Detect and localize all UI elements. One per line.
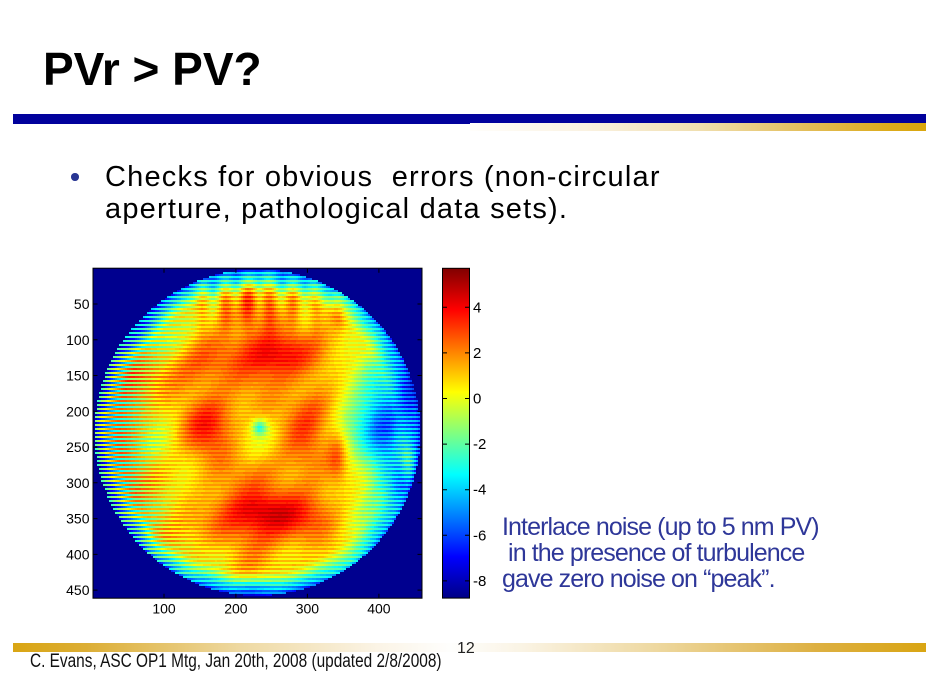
svg-text:400: 400 [66, 547, 90, 563]
svg-text:50: 50 [74, 296, 90, 312]
svg-text:0: 0 [473, 391, 481, 408]
svg-text:-6: -6 [473, 527, 486, 544]
svg-text:250: 250 [66, 439, 90, 455]
svg-text:450: 450 [66, 582, 90, 598]
svg-text:300: 300 [296, 600, 320, 616]
svg-text:-8: -8 [473, 573, 486, 590]
svg-text:200: 200 [66, 403, 90, 419]
svg-text:4: 4 [473, 299, 481, 316]
svg-text:100: 100 [66, 332, 90, 348]
svg-text:300: 300 [66, 475, 90, 491]
svg-text:200: 200 [224, 600, 248, 616]
svg-text:2: 2 [473, 345, 481, 362]
svg-text:350: 350 [66, 511, 90, 527]
svg-text:-2: -2 [473, 436, 486, 453]
svg-text:-4: -4 [473, 482, 486, 499]
svg-text:400: 400 [367, 600, 391, 616]
svg-text:100: 100 [152, 600, 176, 616]
svg-text:150: 150 [66, 368, 90, 384]
